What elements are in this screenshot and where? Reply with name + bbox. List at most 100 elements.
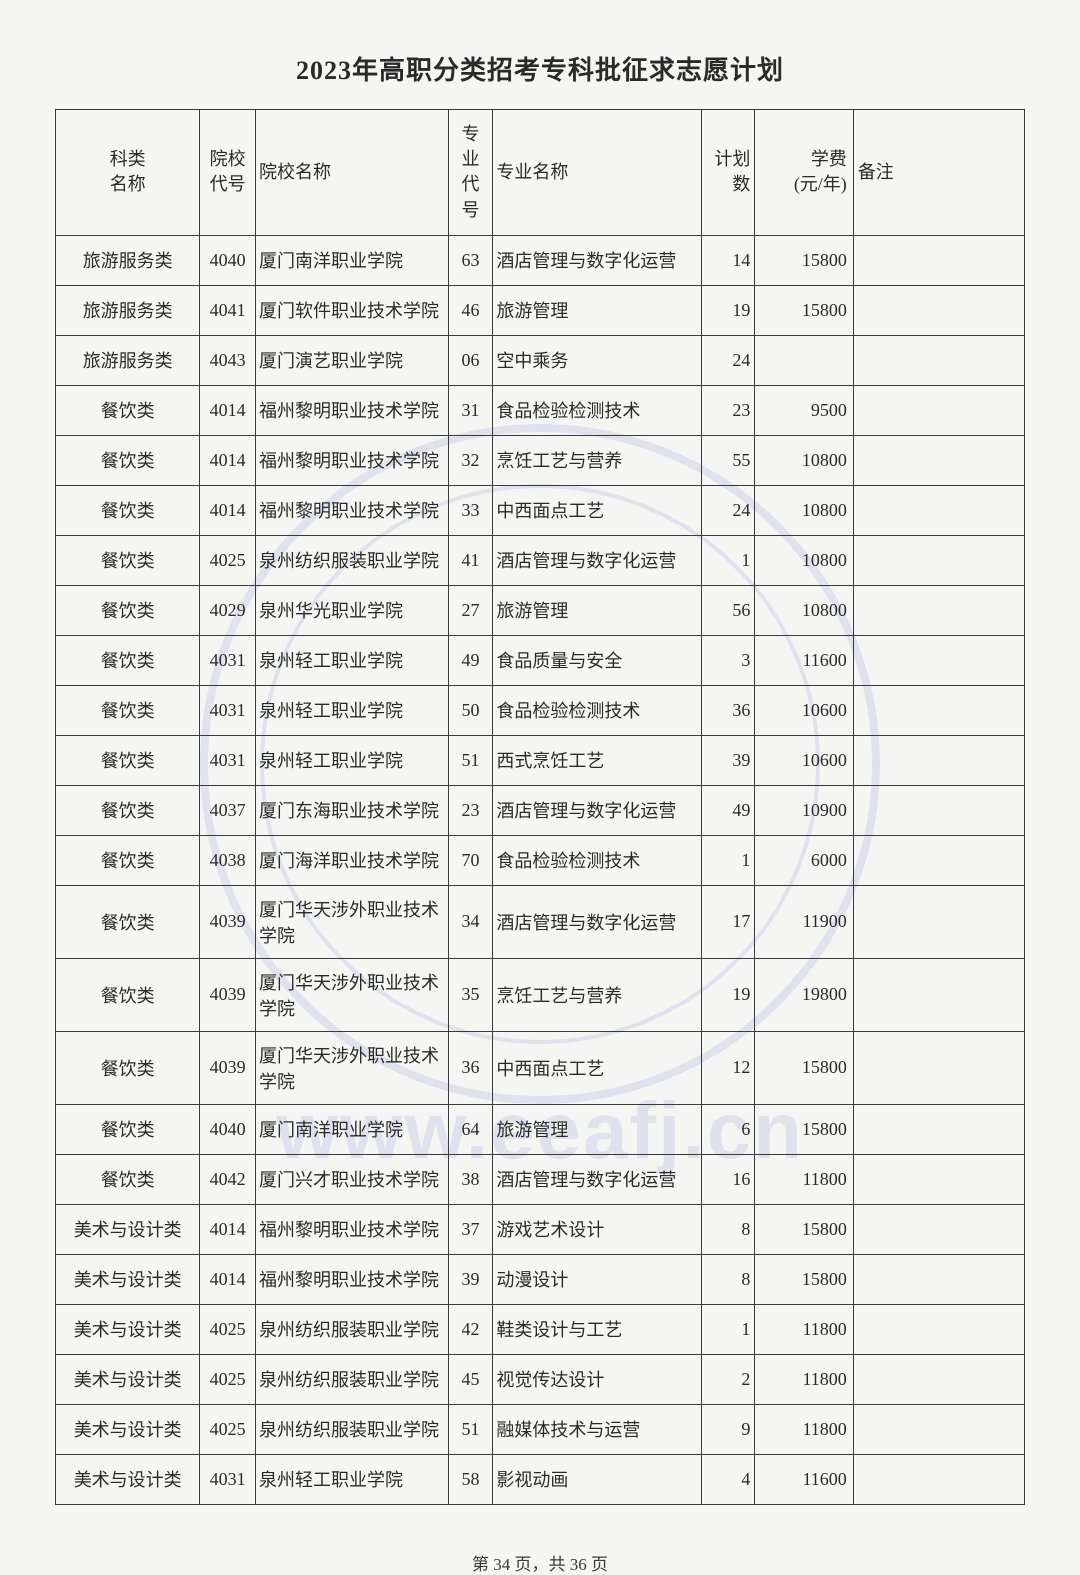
cell-plan: 39 — [701, 735, 754, 785]
cell-majorName: 酒店管理与数字化运营 — [493, 235, 702, 285]
cell-plan: 9 — [701, 1404, 754, 1454]
table-row: 美术与设计类4014福州黎明职业技术学院37游戏艺术设计815800 — [56, 1204, 1025, 1254]
cell-majorCode: 32 — [448, 435, 493, 485]
table-row: 餐饮类4025泉州纺织服装职业学院41酒店管理与数字化运营110800 — [56, 535, 1025, 585]
cell-fee: 11600 — [755, 635, 853, 685]
table-row: 餐饮类4039厦门华天涉外职业技术学院34酒店管理与数字化运营1711900 — [56, 885, 1025, 958]
cell-majorCode: 35 — [448, 958, 493, 1031]
cell-schoolName: 厦门演艺职业学院 — [255, 335, 448, 385]
cell-majorCode: 23 — [448, 785, 493, 835]
cell-fee: 10800 — [755, 535, 853, 585]
cell-fee: 10600 — [755, 735, 853, 785]
cell-category: 美术与设计类 — [56, 1204, 200, 1254]
cell-majorCode: 34 — [448, 885, 493, 958]
cell-fee: 15800 — [755, 285, 853, 335]
cell-plan: 14 — [701, 235, 754, 285]
cell-schoolName: 泉州轻工职业学院 — [255, 735, 448, 785]
cell-majorName: 视觉传达设计 — [493, 1354, 702, 1404]
cell-majorName: 酒店管理与数字化运营 — [493, 535, 702, 585]
cell-category: 餐饮类 — [56, 1154, 200, 1204]
cell-plan: 2 — [701, 1354, 754, 1404]
table-row: 餐饮类4014福州黎明职业技术学院31食品检验检测技术239500 — [56, 385, 1025, 435]
cell-schoolName: 泉州纺织服装职业学院 — [255, 1304, 448, 1354]
cell-schoolName: 泉州华光职业学院 — [255, 585, 448, 635]
cell-category: 美术与设计类 — [56, 1404, 200, 1454]
cell-plan: 8 — [701, 1254, 754, 1304]
cell-plan: 17 — [701, 885, 754, 958]
cell-majorName: 酒店管理与数字化运营 — [493, 785, 702, 835]
cell-majorCode: 63 — [448, 235, 493, 285]
cell-majorCode: 37 — [448, 1204, 493, 1254]
cell-plan: 36 — [701, 685, 754, 735]
cell-majorCode: 27 — [448, 585, 493, 635]
cell-schoolName: 厦门南洋职业学院 — [255, 1104, 448, 1154]
cell-plan: 19 — [701, 958, 754, 1031]
cell-majorName: 食品质量与安全 — [493, 635, 702, 685]
table-row: 美术与设计类4025泉州纺织服装职业学院45视觉传达设计211800 — [56, 1354, 1025, 1404]
cell-fee: 10900 — [755, 785, 853, 835]
cell-majorCode: 31 — [448, 385, 493, 435]
cell-plan: 19 — [701, 285, 754, 335]
cell-schoolName: 福州黎明职业技术学院 — [255, 385, 448, 435]
table-row: 餐饮类4039厦门华天涉外职业技术学院36中西面点工艺1215800 — [56, 1031, 1025, 1104]
cell-remark — [853, 735, 1024, 785]
cell-fee: 11600 — [755, 1454, 853, 1504]
cell-remark — [853, 685, 1024, 735]
cell-schoolName: 厦门兴才职业技术学院 — [255, 1154, 448, 1204]
cell-category: 旅游服务类 — [56, 235, 200, 285]
page-footer: 第 34 页，共 36 页 — [55, 1550, 1025, 1575]
cell-fee: 11800 — [755, 1354, 853, 1404]
cell-majorCode: 36 — [448, 1031, 493, 1104]
cell-category: 餐饮类 — [56, 385, 200, 435]
cell-majorName: 食品检验检测技术 — [493, 835, 702, 885]
cell-schoolCode: 4025 — [200, 1354, 256, 1404]
table-row: 餐饮类4031泉州轻工职业学院50食品检验检测技术3610600 — [56, 685, 1025, 735]
cell-majorName: 食品检验检测技术 — [493, 385, 702, 435]
table-header-row: 科类名称 院校代号 院校名称 专业代号 专业名称 计划数 学费(元/年) 备注 — [56, 110, 1025, 236]
cell-schoolCode: 4031 — [200, 635, 256, 685]
cell-majorCode: 70 — [448, 835, 493, 885]
cell-remark — [853, 1204, 1024, 1254]
cell-fee: 9500 — [755, 385, 853, 435]
cell-remark — [853, 635, 1024, 685]
cell-fee: 10800 — [755, 585, 853, 635]
cell-fee: 15800 — [755, 1031, 853, 1104]
table-row: 餐饮类4014福州黎明职业技术学院32烹饪工艺与营养5510800 — [56, 435, 1025, 485]
cell-remark — [853, 1254, 1024, 1304]
cell-majorCode: 38 — [448, 1154, 493, 1204]
cell-plan: 12 — [701, 1031, 754, 1104]
cell-fee: 15800 — [755, 1104, 853, 1154]
cell-plan: 4 — [701, 1454, 754, 1504]
table-row: 美术与设计类4031泉州轻工职业学院58影视动画411600 — [56, 1454, 1025, 1504]
cell-category: 餐饮类 — [56, 685, 200, 735]
cell-majorCode: 46 — [448, 285, 493, 335]
cell-majorCode: 42 — [448, 1304, 493, 1354]
cell-majorName: 烹饪工艺与营养 — [493, 958, 702, 1031]
cell-remark — [853, 885, 1024, 958]
cell-plan: 3 — [701, 635, 754, 685]
cell-majorCode: 41 — [448, 535, 493, 585]
cell-remark — [853, 485, 1024, 535]
cell-schoolName: 厦门软件职业技术学院 — [255, 285, 448, 335]
plan-table: 科类名称 院校代号 院校名称 专业代号 专业名称 计划数 学费(元/年) 备注 … — [55, 109, 1025, 1505]
cell-majorCode: 51 — [448, 1404, 493, 1454]
cell-schoolCode: 4039 — [200, 885, 256, 958]
cell-remark — [853, 235, 1024, 285]
table-row: 旅游服务类4040厦门南洋职业学院63酒店管理与数字化运营1415800 — [56, 235, 1025, 285]
cell-category: 餐饮类 — [56, 585, 200, 635]
cell-majorName: 游戏艺术设计 — [493, 1204, 702, 1254]
cell-schoolCode: 4039 — [200, 958, 256, 1031]
cell-majorName: 旅游管理 — [493, 585, 702, 635]
page-title: 2023年高职分类招考专科批征求志愿计划 — [55, 50, 1025, 87]
cell-majorName: 鞋类设计与工艺 — [493, 1304, 702, 1354]
cell-majorCode: 51 — [448, 735, 493, 785]
cell-majorName: 酒店管理与数字化运营 — [493, 1154, 702, 1204]
cell-majorName: 空中乘务 — [493, 335, 702, 385]
cell-schoolCode: 4025 — [200, 1304, 256, 1354]
cell-category: 餐饮类 — [56, 735, 200, 785]
header-category: 科类名称 — [56, 110, 200, 236]
cell-majorName: 酒店管理与数字化运营 — [493, 885, 702, 958]
cell-category: 美术与设计类 — [56, 1304, 200, 1354]
cell-category: 美术与设计类 — [56, 1254, 200, 1304]
cell-majorName: 烹饪工艺与营养 — [493, 435, 702, 485]
